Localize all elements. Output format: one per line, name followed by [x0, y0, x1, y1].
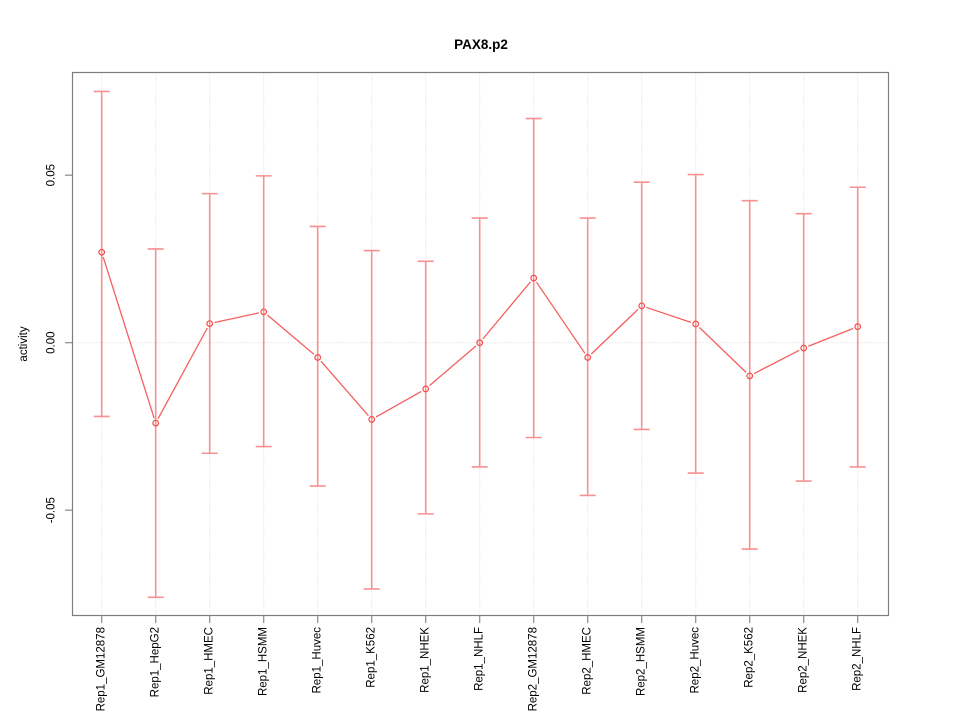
series-segment: [102, 256, 155, 419]
data-point-Rep1_K562: [368, 416, 376, 423]
x-tick-label-Rep2_GM12878: Rep2_GM12878: [528, 627, 540, 711]
data-point-Rep2_HSMM: [638, 302, 646, 310]
x-tick-label-Rep1_NHEK: Rep1_NHEK: [420, 627, 432, 693]
data-point-Rep1_NHEK: [422, 385, 430, 393]
x-tick-label-Rep1_K562: Rep1_K562: [366, 627, 378, 688]
data-point-Rep2_Huvec: [692, 320, 700, 328]
series-segment: [808, 327, 854, 347]
x-tick-label-Rep1_NHLF: Rep1_NHLF: [474, 627, 486, 691]
y-tick-label: 0.05: [46, 164, 58, 186]
plot-border: [71, 71, 890, 617]
data-point-Rep2_K562: [746, 372, 754, 380]
series-segment: [535, 281, 586, 354]
data-point-Rep1_HepG2: [152, 419, 160, 427]
x-tick-label-Rep1_HepG2: Rep1_HepG2: [150, 627, 162, 697]
data-point-Rep1_NHLF: [476, 339, 484, 347]
x-tick-label-Rep1_GM12878: Rep1_GM12878: [96, 627, 108, 711]
x-tick-label-Rep1_HSMM: Rep1_HSMM: [258, 627, 270, 696]
plot-area: 0.05 0.00 -0.05 Rep1_GM12878 Rep1_HepG2 Rep1_…: [46, 71, 890, 711]
series-segment: [482, 281, 531, 340]
series-segment: [646, 306, 692, 323]
series-segment: [429, 345, 477, 387]
x-tick-label-Rep1_Huvec: Rep1_Huvec: [312, 627, 324, 694]
data-point-Rep2_NHLF: [854, 323, 862, 331]
data-point-Rep1_HMEC: [206, 320, 214, 328]
data-point-Rep1_Huvec: [314, 354, 322, 361]
x-tick-label-Rep2_NHLF: Rep2_NHLF: [852, 627, 864, 691]
x-tick-label-Rep1_HMEC: Rep1_HMEC: [204, 627, 216, 695]
chart-title: PAX8.p2: [454, 37, 508, 52]
series-segment: [267, 314, 315, 355]
x-tick-label-Rep2_K562: Rep2_K562: [744, 627, 756, 688]
data-point-Rep1_GM12878: [98, 248, 106, 256]
series-segment: [157, 327, 208, 420]
data-point-Rep1_HSMM: [260, 308, 268, 316]
x-tick-label-Rep2_HMEC: Rep2_HMEC: [582, 627, 594, 695]
series-segment: [753, 349, 800, 375]
y-axis-title: activity: [18, 326, 30, 361]
data-point-Rep2_NHEK: [800, 344, 808, 352]
x-tick-label-Rep2_HSMM: Rep2_HSMM: [636, 627, 648, 696]
y-tick-label: 0.00: [46, 332, 58, 354]
x-tick-label-Rep2_NHEK: Rep2_NHEK: [798, 627, 810, 693]
series-segment: [590, 308, 639, 355]
series-segment: [698, 326, 747, 373]
series-segment: [375, 390, 422, 418]
data-point-Rep2_GM12878: [530, 274, 538, 282]
x-tick-label-Rep2_Huvec: Rep2_Huvec: [690, 627, 702, 694]
data-point-Rep2_HMEC: [584, 354, 592, 361]
series-segment: [214, 312, 259, 324]
series-segment: [320, 360, 369, 417]
y-tick-label: -0.05: [46, 497, 58, 523]
